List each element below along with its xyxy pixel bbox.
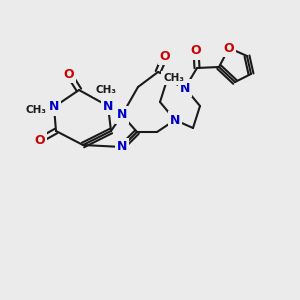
- Text: O: O: [35, 134, 45, 146]
- Text: N: N: [103, 100, 113, 112]
- Text: N: N: [49, 100, 59, 113]
- Text: CH₃: CH₃: [164, 73, 184, 83]
- Text: N: N: [117, 109, 127, 122]
- Text: O: O: [191, 44, 201, 58]
- Text: CH₃: CH₃: [95, 85, 116, 95]
- Text: CH₃: CH₃: [26, 105, 46, 115]
- Text: O: O: [64, 68, 74, 80]
- Text: N: N: [170, 113, 180, 127]
- Text: O: O: [224, 41, 234, 55]
- Text: O: O: [160, 50, 170, 62]
- Text: N: N: [117, 140, 127, 154]
- Text: N: N: [180, 82, 190, 94]
